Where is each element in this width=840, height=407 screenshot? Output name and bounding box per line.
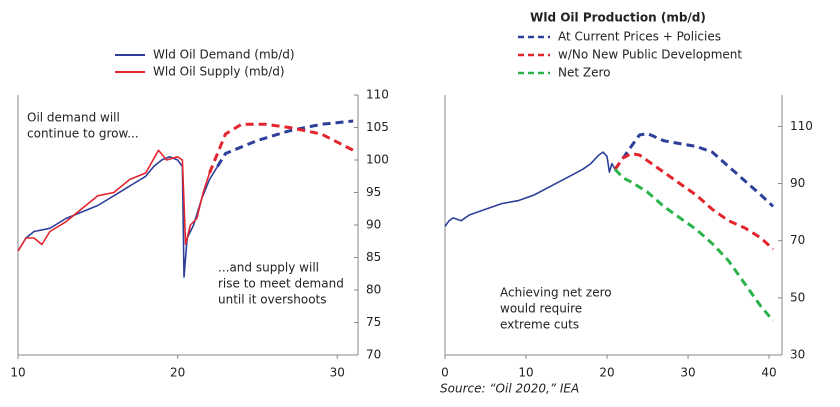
x-tick-label: 30 bbox=[680, 366, 695, 380]
legend-label: w/No New Public Development bbox=[558, 48, 742, 62]
x-tick-label: 40 bbox=[761, 366, 776, 380]
y-tick-label: 50 bbox=[790, 290, 805, 304]
series-line bbox=[17, 149, 211, 252]
series-line bbox=[208, 122, 354, 174]
annotation: ...and supply will bbox=[218, 261, 319, 275]
y-tick-label: 90 bbox=[366, 218, 381, 232]
series-line bbox=[613, 132, 775, 208]
y-tick-label: 75 bbox=[366, 315, 381, 329]
x-tick-label: 10 bbox=[10, 366, 25, 380]
y-tick-label: 110 bbox=[366, 88, 389, 102]
source-note: Source: “Oil 2020,” IEA bbox=[440, 382, 579, 396]
y-tick-label: 105 bbox=[366, 120, 389, 134]
chart-title: Wld Oil Production (mb/d) bbox=[530, 11, 706, 25]
y-tick-label: 90 bbox=[790, 176, 805, 190]
series-line bbox=[216, 119, 354, 168]
series-line bbox=[614, 168, 775, 322]
legend-label: Net Zero bbox=[558, 66, 611, 80]
series-line bbox=[17, 156, 219, 278]
y-tick-label: 70 bbox=[790, 233, 805, 247]
legend-label: At Current Prices + Policies bbox=[558, 30, 721, 44]
y-tick-label: 95 bbox=[366, 185, 381, 199]
annotation: Oil demand will bbox=[27, 111, 120, 125]
annotation: rise to meet demand bbox=[218, 277, 344, 291]
y-tick-label: 70 bbox=[366, 348, 381, 362]
y-tick-label: 100 bbox=[366, 153, 389, 167]
x-tick-label: 20 bbox=[170, 366, 185, 380]
series-line bbox=[613, 152, 775, 251]
annotation: continue to grow... bbox=[27, 127, 139, 141]
y-tick-label: 85 bbox=[366, 250, 381, 264]
series-line bbox=[444, 151, 616, 227]
x-tick-label: 30 bbox=[330, 366, 345, 380]
y-tick-label: 30 bbox=[790, 348, 805, 362]
annotation: extreme cuts bbox=[500, 318, 579, 332]
annotation: Achieving net zero bbox=[500, 286, 612, 300]
legend-label: Wld Oil Supply (mb/d) bbox=[153, 65, 285, 79]
annotation: would require bbox=[500, 302, 582, 316]
x-tick-label: 0 bbox=[441, 366, 449, 380]
y-tick-label: 80 bbox=[366, 283, 381, 297]
y-tick-label: 110 bbox=[790, 119, 813, 133]
x-tick-label: 10 bbox=[518, 366, 533, 380]
annotation: until it overshoots bbox=[218, 293, 327, 307]
legend-label: Wld Oil Demand (mb/d) bbox=[153, 48, 295, 62]
x-tick-label: 20 bbox=[599, 366, 614, 380]
